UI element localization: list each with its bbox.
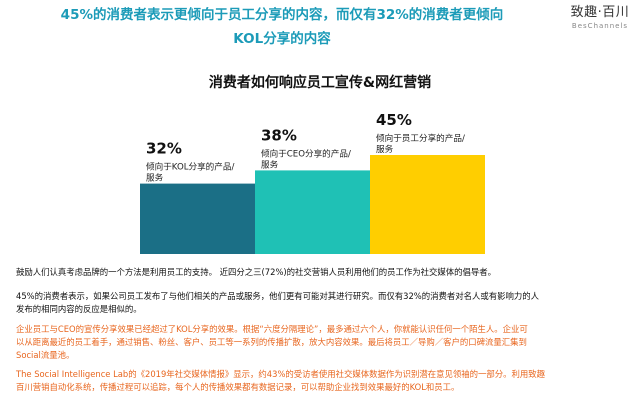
brand-logo: 致趣·百川 BesChannels [562, 4, 638, 31]
paragraph-4-line-1: The Social Intelligence Lab的《2019年社交媒体情报… [16, 369, 546, 379]
bar-1 [140, 183, 255, 254]
paragraph-2-line-1: 45%的消费者表示，如果公司员工发布了与他们相关的产品或服务，他们更有可能对其进… [16, 291, 539, 301]
paragraph-3-line-2: 以从距离最近的员工着手，通过销售、粉丝、客户、员工等一系列的传播扩散，放大内容效… [16, 337, 527, 347]
headline-line-1: 45%的消费者表示更倾向于员工分享的内容，而仅有32%的消费者更倾向 [60, 7, 504, 23]
bar-2-category-label-line-1: 倾向于CEO分享的产品/ [261, 147, 351, 159]
logo-sub-text: BesChannels [571, 22, 629, 30]
paragraph-3-line-3: Social流量池。 [16, 350, 75, 360]
chart-title: 消费者如何响应员工宣传&网红营销 [208, 75, 432, 91]
bar-chart: 32% 倾向于KOL分享的产品/服务 38% 倾向于CEO分享的产品/服务 45% 倾向于… [140, 111, 485, 254]
bar-2-category-label-line-2: 服务 [261, 158, 279, 170]
bar-2 [255, 170, 370, 254]
paragraph-3: 企业员工与CEO的宣传分享效果已经超过了KOL分享的效果。根据“六度分隔理论”，… [16, 323, 624, 362]
paragraph-2: 45%的消费者表示，如果公司员工发布了与他们相关的产品或服务，他们更有可能对其进… [16, 290, 624, 316]
bar-3-category-label-line-2: 服务 [376, 143, 394, 155]
paragraph-3-line-1: 企业员工与CEO的宣传分享效果已经超过了KOL分享的效果。根据“六度分隔理论”，… [16, 324, 528, 334]
headline-line-2: KOL分享的内容 [233, 31, 331, 47]
paragraph-2-line-2: 发布的相同内容的反应是相似的。 [16, 304, 142, 314]
logo-main-text: 致趣·百川 [570, 5, 630, 20]
bar-3-category-label-line-1: 倾向于员工分享的产品/ [376, 132, 465, 144]
paragraph-1-line-1: 鼓励人们认真考虑品牌的一个方法是利用员工的支持。 近四分之三(72%)的社交营销… [16, 267, 497, 277]
bar-3 [370, 155, 485, 254]
bar-2-value-label: 38% [261, 126, 297, 144]
paragraph-4: The Social Intelligence Lab的《2019年社交媒体情报… [16, 368, 624, 394]
bar-1-category-label-line-2: 服务 [146, 172, 164, 184]
headline: 45%的消费者表示更倾向于员工分享的内容，而仅有32%的消费者更倾向 KOL分享… [8, 3, 556, 51]
bar-3-value-label: 45% [376, 111, 412, 129]
bar-1-category-label-line-1: 倾向于KOL分享的产品/ [146, 161, 234, 173]
bar-1-value-label: 32% [146, 140, 182, 158]
paragraph-1: 鼓励人们认真考虑品牌的一个方法是利用员工的支持。 近四分之三(72%)的社交营销… [16, 266, 624, 279]
paragraph-4-line-2: 百川营销自动化系统，传播过程可以追踪，每个人的传播效果都有数据记录，可以帮助企业… [16, 382, 460, 392]
